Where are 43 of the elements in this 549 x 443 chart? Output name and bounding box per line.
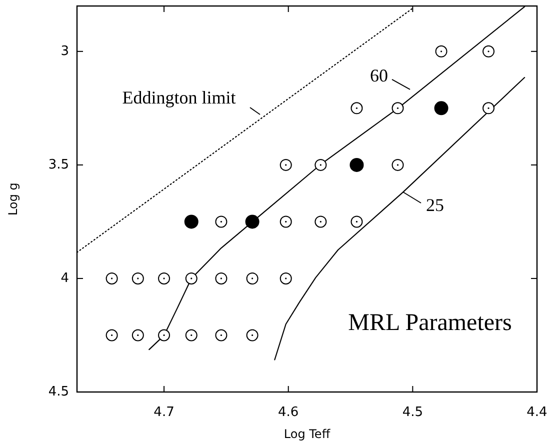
point (246, 329, 258, 342)
annotation: 60 (370, 65, 388, 86)
point (350, 102, 363, 114)
point (185, 329, 198, 342)
annotation: 25 (426, 195, 444, 215)
x-tick-label: 4.4 (526, 405, 548, 420)
point (185, 272, 198, 284)
point (106, 329, 118, 342)
annotation: Eddington limit (122, 88, 236, 108)
point (158, 272, 170, 284)
point (280, 272, 292, 284)
x-tick-label: 4.7 (154, 405, 174, 420)
y-tick-label: 3 (60, 44, 69, 59)
point (106, 272, 118, 284)
x-tick-label: 4.5 (402, 405, 424, 420)
point (132, 272, 144, 284)
point (158, 329, 170, 342)
y-tick-label: 4 (60, 270, 69, 286)
point (246, 272, 258, 284)
point (350, 216, 363, 228)
x-tick-label: 4.6 (278, 405, 299, 420)
point (215, 272, 228, 284)
point (280, 158, 292, 171)
point (215, 329, 228, 342)
y-axis-title: Log g (6, 182, 20, 216)
point (245, 214, 260, 229)
point (482, 45, 495, 58)
y-tick-label: 3.5 (48, 157, 69, 172)
y-tick-label: 4.5 (48, 384, 69, 400)
point (392, 102, 404, 114)
point (314, 216, 327, 228)
point (482, 102, 495, 114)
point (215, 216, 228, 228)
point (314, 158, 327, 171)
point (350, 158, 364, 172)
point (434, 101, 448, 116)
point (435, 45, 448, 58)
point (280, 216, 292, 228)
point (392, 158, 404, 171)
annotation: MRL Parameters (348, 310, 512, 336)
point (184, 214, 198, 229)
point (132, 329, 144, 342)
x-axis-title: Log Teff (284, 427, 331, 441)
